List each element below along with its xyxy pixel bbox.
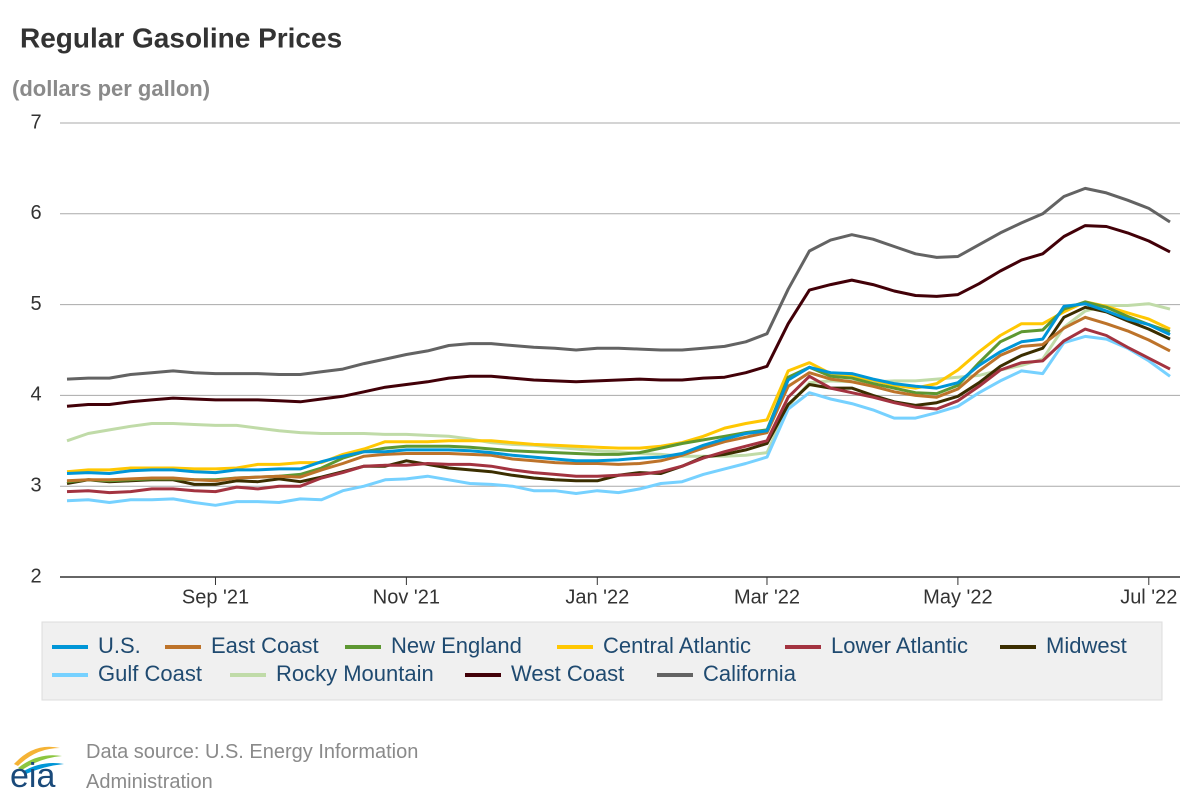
logo-icon (14, 746, 64, 774)
series-line (66, 334, 1171, 507)
y-tick-label: 2 (30, 565, 41, 587)
series-line (66, 186, 1171, 381)
series-line (66, 302, 1171, 458)
series-line (66, 224, 1171, 408)
x-tick-label: Mar '22 (734, 586, 800, 608)
series-line (66, 302, 1171, 475)
series-line (66, 300, 1171, 474)
x-tick-label: Sep '21 (182, 586, 249, 608)
legend-label: U.S. (98, 633, 141, 658)
legend-label: New England (391, 633, 522, 658)
legend-label: East Coast (211, 633, 319, 658)
x-tick-label: Jan '22 (565, 586, 629, 608)
legend-label: Gulf Coast (98, 661, 202, 686)
chart-title: Regular Gasoline Prices (20, 22, 342, 53)
y-tick-label: 7 (30, 111, 41, 133)
series-line (66, 315, 1171, 483)
legend-label: West Coast (511, 661, 624, 686)
x-tick-label: Nov '21 (373, 586, 440, 608)
chart-subtitle: (dollars per gallon) (12, 76, 210, 101)
y-tick-label: 6 (30, 202, 41, 224)
y-tick-label: 4 (30, 384, 41, 406)
legend-box (41, 621, 1163, 701)
series-line (66, 327, 1171, 495)
y-tick-label: 5 (30, 293, 41, 315)
logo-text: eia (10, 757, 55, 795)
x-tick-label: May '22 (923, 586, 992, 608)
source-note: Data source: U.S. Energy Information Adm… (86, 741, 419, 793)
series-line (66, 300, 1171, 484)
y-tick-label: 3 (30, 474, 41, 496)
legend-label: Central Atlantic (603, 633, 751, 658)
legend-label: California (703, 661, 797, 686)
legend-label: Rocky Mountain (276, 661, 434, 686)
legend-label: Midwest (1046, 633, 1127, 658)
legend-label: Lower Atlantic (831, 633, 968, 658)
x-tick-label: Jul '22 (1120, 586, 1177, 608)
